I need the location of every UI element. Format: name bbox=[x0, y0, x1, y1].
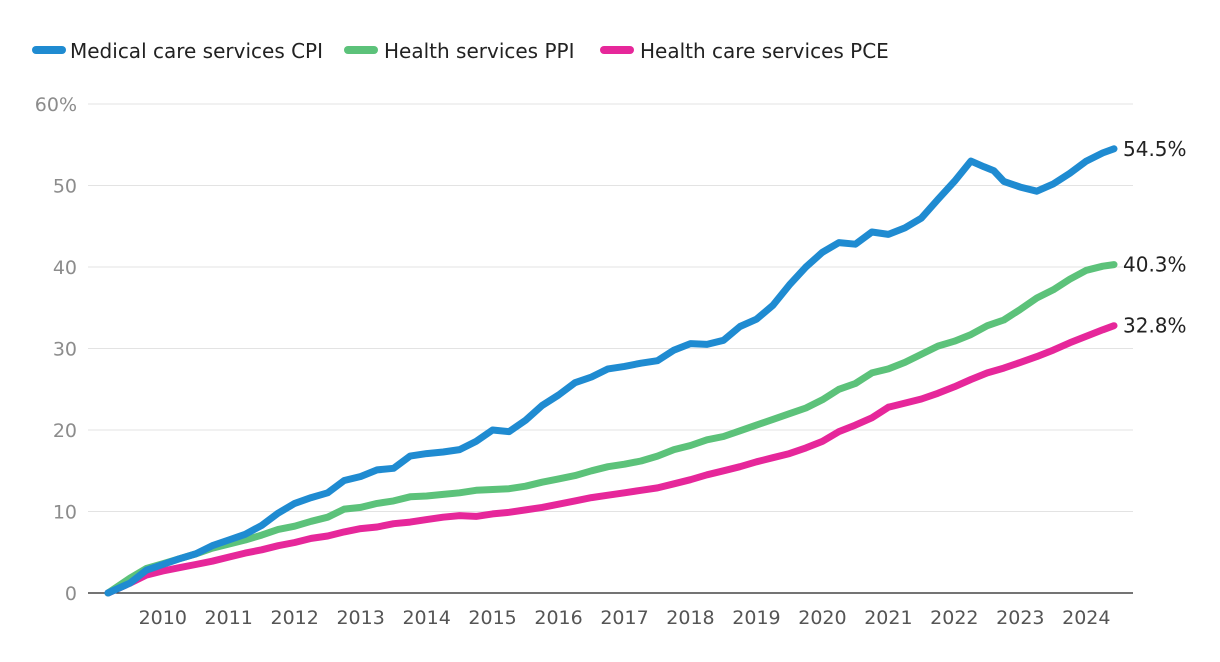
end-label-ppi: 40.3% bbox=[1123, 253, 1187, 277]
x-tick-label: 2011 bbox=[205, 607, 253, 629]
y-tick-label: 20 bbox=[53, 420, 77, 442]
x-tick-label: 2012 bbox=[271, 607, 319, 629]
legend-item-ppi: Health services PPI bbox=[344, 39, 574, 63]
series-line-cpi bbox=[104, 145, 1118, 597]
legend-item-pce: Health care services PCE bbox=[600, 39, 889, 63]
y-axis: 0 10 20 30 40 50 60% bbox=[35, 94, 77, 605]
x-tick-label: 2014 bbox=[402, 607, 450, 629]
x-tick-label: 2016 bbox=[534, 607, 582, 629]
legend-item-cpi: Medical care services CPI bbox=[32, 39, 323, 63]
y-tick-label: 40 bbox=[53, 257, 77, 279]
x-tick-label: 2022 bbox=[930, 607, 978, 629]
legend-swatch-pce bbox=[600, 46, 634, 54]
legend-swatch-cpi bbox=[32, 46, 66, 54]
grid bbox=[88, 103, 1133, 594]
x-tick-label: 2017 bbox=[600, 607, 648, 629]
x-tick-label: 2021 bbox=[864, 607, 912, 629]
end-labels: 54.5% 40.3% 32.8% bbox=[1123, 137, 1187, 338]
legend-label-cpi: Medical care services CPI bbox=[70, 39, 323, 63]
x-tick-label: 2018 bbox=[666, 607, 714, 629]
x-tick-label: 2023 bbox=[996, 607, 1044, 629]
series-line-pce bbox=[104, 322, 1118, 597]
end-label-pce: 32.8% bbox=[1123, 314, 1187, 338]
y-tick-label: 0 bbox=[65, 583, 77, 605]
legend-swatch-ppi bbox=[344, 46, 378, 54]
x-tick-label: 2019 bbox=[732, 607, 780, 629]
y-tick-label: 60% bbox=[35, 94, 77, 116]
y-tick-label: 50 bbox=[53, 176, 77, 198]
legend-label-ppi: Health services PPI bbox=[384, 39, 574, 63]
x-tick-label: 2013 bbox=[336, 607, 384, 629]
x-axis: 2010 2011 2012 2013 2014 2015 2016 2017 2018 2019… bbox=[139, 607, 1111, 629]
x-tick-label: 2020 bbox=[798, 607, 846, 629]
end-label-cpi: 54.5% bbox=[1123, 137, 1187, 161]
x-tick-label: 2024 bbox=[1062, 607, 1110, 629]
y-tick-label: 10 bbox=[53, 502, 77, 524]
legend: Medical care services CPI Health service… bbox=[32, 39, 889, 63]
x-tick-label: 2015 bbox=[468, 607, 516, 629]
series-lines bbox=[104, 145, 1118, 597]
series-line-ppi bbox=[104, 261, 1118, 597]
legend-label-pce: Health care services PCE bbox=[640, 39, 889, 63]
x-tick-label: 2010 bbox=[139, 607, 187, 629]
y-tick-label: 30 bbox=[53, 339, 77, 361]
